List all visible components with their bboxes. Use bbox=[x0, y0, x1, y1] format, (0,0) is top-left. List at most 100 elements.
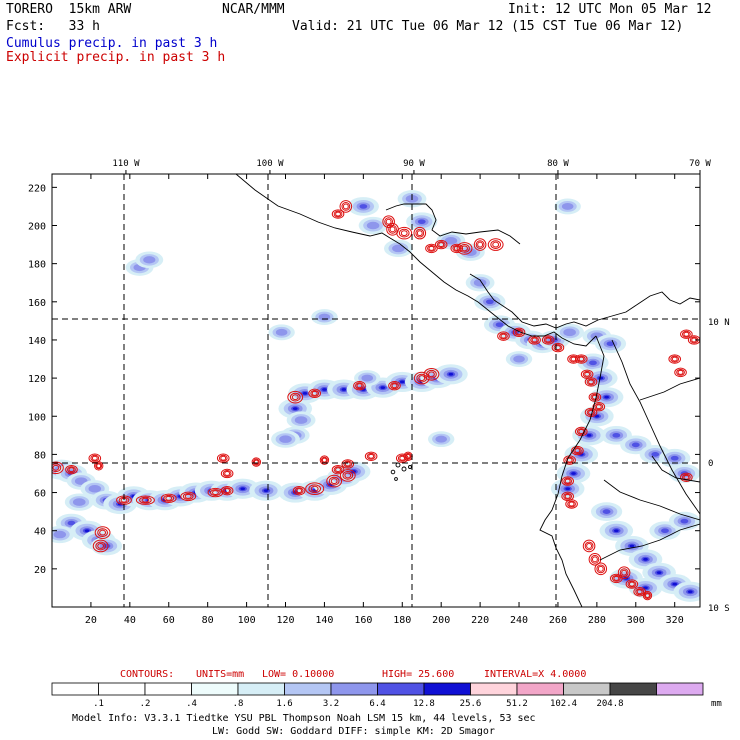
explicit-contour bbox=[94, 461, 104, 471]
x-tick-label: 220 bbox=[471, 615, 489, 626]
explicit-contour bbox=[591, 556, 598, 563]
precip-cell bbox=[563, 328, 576, 337]
explicit-contour bbox=[680, 472, 693, 482]
explicit-contour bbox=[182, 492, 194, 500]
x-tick-label: 260 bbox=[549, 615, 567, 626]
x-tick-label: 280 bbox=[588, 615, 606, 626]
precip-cell bbox=[240, 487, 246, 491]
explicit-contour bbox=[289, 392, 301, 402]
explicit-contour bbox=[344, 461, 351, 467]
explicit-contour bbox=[611, 574, 621, 582]
colorbar-swatch bbox=[191, 682, 239, 696]
lat-label: 10 N bbox=[708, 318, 730, 328]
explicit-contour bbox=[326, 474, 343, 488]
colorbar-level: .8 bbox=[233, 699, 244, 709]
explicit-contour bbox=[574, 448, 581, 454]
explicit-contour bbox=[553, 344, 563, 352]
explicit-contour bbox=[95, 541, 106, 551]
yucatan-coast bbox=[385, 203, 521, 245]
model-title: TORERO 15km ARW bbox=[6, 2, 132, 17]
y-tick-label: 60 bbox=[34, 489, 46, 500]
explicit-contour bbox=[427, 244, 436, 252]
lon-label: 110 W bbox=[112, 159, 140, 169]
explicit-contour bbox=[311, 390, 318, 396]
explicit-contour bbox=[456, 242, 473, 255]
contours-units: UNITS=mm bbox=[196, 669, 244, 680]
explicit-contour bbox=[252, 458, 260, 466]
precip-cell bbox=[302, 391, 308, 395]
galapagos-island bbox=[394, 477, 398, 481]
lat-label: 0 bbox=[708, 459, 713, 469]
explicit-contour bbox=[590, 393, 600, 401]
colorbar-level: 1.6 bbox=[276, 699, 292, 709]
explicit-contour bbox=[568, 501, 575, 507]
explicit-contour bbox=[341, 459, 355, 469]
explicit-contour bbox=[99, 529, 107, 536]
explicit-contour bbox=[165, 495, 173, 501]
central-america-coast bbox=[389, 237, 597, 347]
inland-border bbox=[639, 377, 700, 401]
explicit-contour bbox=[584, 377, 598, 387]
explicit-contour bbox=[88, 453, 102, 463]
colorbar-swatch bbox=[609, 682, 657, 696]
explicit-contour bbox=[207, 487, 224, 498]
precip-cell bbox=[670, 455, 679, 461]
explicit-contour bbox=[644, 593, 650, 599]
explicit-contour bbox=[475, 240, 485, 249]
explicit-contour bbox=[595, 404, 602, 410]
precip-cell bbox=[84, 529, 90, 533]
colorbar-swatch bbox=[563, 682, 611, 696]
explicit-contour bbox=[592, 402, 606, 412]
caribbean-coast bbox=[469, 273, 700, 329]
explicit-contour bbox=[333, 466, 343, 474]
explicit-contour bbox=[319, 455, 330, 465]
precip-cell bbox=[631, 442, 640, 448]
explicit-contour bbox=[434, 239, 448, 250]
explicit-contour bbox=[310, 389, 320, 397]
explicit-contour bbox=[416, 230, 423, 237]
grid-lines bbox=[52, 174, 700, 607]
axes: 20 40 60 80 100 120 140 160 180 200 220 240 260 280 30… bbox=[28, 159, 730, 626]
explicit-contour bbox=[531, 337, 538, 343]
explicit-contour bbox=[582, 370, 592, 378]
explicit-contour bbox=[597, 565, 604, 572]
explicit-contour bbox=[90, 454, 100, 462]
explicit-contour bbox=[253, 459, 259, 465]
explicit-contour bbox=[576, 428, 586, 435]
explicit-contour bbox=[308, 388, 322, 399]
explicit-contour bbox=[97, 528, 108, 537]
x-tick-label: 140 bbox=[315, 615, 333, 626]
precip-cell bbox=[586, 433, 592, 437]
explicit-contour bbox=[310, 485, 319, 492]
explicit-contour bbox=[355, 382, 364, 390]
explicit-contour bbox=[388, 381, 401, 391]
explicit-contour bbox=[292, 485, 306, 496]
explicit-contour bbox=[543, 336, 553, 344]
precip-cell bbox=[495, 322, 504, 328]
explicit-contour bbox=[341, 202, 351, 211]
precip-cell bbox=[88, 484, 102, 493]
explicit-contour bbox=[628, 581, 635, 587]
x-tick-label: 40 bbox=[124, 615, 136, 626]
x-tick-label: 180 bbox=[393, 615, 411, 626]
colorbar-swatch bbox=[237, 682, 285, 696]
precip-cell bbox=[361, 388, 366, 391]
field2-label: Explicit precip. in past 3 h bbox=[6, 50, 226, 65]
precip-cell bbox=[629, 544, 635, 548]
explicit-contour bbox=[683, 331, 690, 337]
precip-cell bbox=[565, 487, 570, 491]
precip-cell bbox=[53, 530, 67, 539]
explicit-contour bbox=[224, 471, 231, 476]
explicit-contour bbox=[331, 464, 345, 475]
precip-cell bbox=[656, 571, 662, 575]
explicit-contour bbox=[65, 464, 78, 475]
explicit-contour bbox=[368, 453, 375, 459]
colorbar-swatch bbox=[330, 682, 378, 696]
explicit-contour bbox=[541, 335, 555, 345]
explicit-contour bbox=[594, 403, 604, 411]
south-america-west-coast bbox=[539, 335, 605, 607]
explicit-contour bbox=[330, 478, 338, 485]
y-tick-label: 160 bbox=[28, 298, 46, 309]
explicit-contour bbox=[68, 467, 75, 473]
colorbar-level: 102.4 bbox=[550, 699, 577, 709]
